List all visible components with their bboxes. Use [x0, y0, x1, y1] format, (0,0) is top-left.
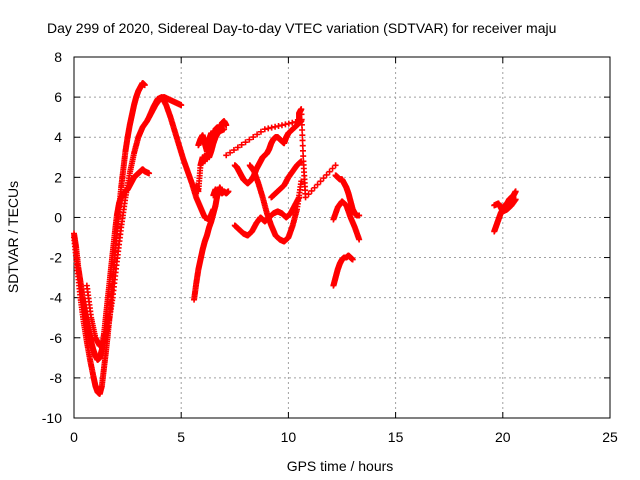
- data-point-r: [242, 139, 249, 146]
- y-tick-label: 6: [54, 89, 62, 105]
- y-tick-label: 0: [54, 209, 62, 225]
- data-point-r: [298, 116, 305, 123]
- data-point-r: [223, 152, 230, 159]
- data-point-c: [178, 102, 185, 109]
- data-point-r: [230, 147, 237, 154]
- y-tick-label: -6: [50, 330, 63, 346]
- data-point-r: [317, 178, 324, 185]
- data-point-r: [298, 106, 305, 113]
- chart-title: Day 299 of 2020, Sidereal Day-to-day VTE…: [47, 20, 556, 36]
- grid: [74, 57, 610, 418]
- data-point-r: [238, 141, 245, 148]
- data-point-r: [298, 111, 305, 118]
- data-point-g: [221, 126, 228, 133]
- data-point-r: [299, 132, 306, 139]
- data-point-r: [323, 171, 330, 178]
- data-point-r: [311, 184, 318, 191]
- y-tick-label: -4: [50, 290, 63, 306]
- data-point-m: [356, 212, 363, 219]
- data-points: [71, 80, 519, 397]
- data-point-r: [299, 127, 306, 134]
- data-point-r: [257, 128, 264, 135]
- data-point-r: [299, 137, 306, 144]
- data-point-r: [272, 123, 279, 130]
- data-point-r: [332, 162, 339, 169]
- y-axis-label: SDTVAR / TECUs: [5, 181, 21, 293]
- y-tick-label: -2: [50, 250, 63, 266]
- data-point-r: [234, 144, 241, 151]
- x-tick-label: 0: [70, 429, 78, 445]
- data-point-f: [223, 122, 230, 129]
- y-tick-label: 4: [54, 129, 62, 145]
- data-point-r: [268, 124, 275, 131]
- data-point-r: [254, 131, 261, 138]
- data-point-h: [225, 188, 232, 195]
- y-tick-label: 8: [54, 49, 62, 65]
- y-tick-labels: -10 -8 -6 -4 -2 0 2 4 6 8: [42, 49, 62, 426]
- data-point-q: [512, 196, 519, 203]
- data-point-o: [349, 256, 356, 263]
- data-point-r: [308, 187, 315, 194]
- data-point-r: [285, 120, 292, 127]
- x-tick-label: 5: [177, 429, 185, 445]
- data-point-a: [141, 82, 148, 89]
- axis-ticks: [73, 56, 611, 419]
- data-point-r: [329, 165, 336, 172]
- x-tick-labels: 0 5 10 15 20 25: [70, 429, 618, 445]
- data-point-r: [292, 118, 299, 125]
- data-point-r: [250, 134, 257, 141]
- data-point-r: [282, 121, 289, 128]
- data-point-r: [299, 147, 306, 154]
- data-point-n: [356, 236, 363, 243]
- data-point-r: [326, 168, 333, 175]
- y-tick-label: -8: [50, 370, 63, 386]
- data-point-r: [300, 153, 307, 160]
- data-point-r: [320, 175, 327, 182]
- y-tick-label: -10: [42, 410, 62, 426]
- y-tick-label: 2: [54, 169, 62, 185]
- x-tick-label: 10: [281, 429, 297, 445]
- data-point-r: [265, 125, 272, 132]
- data-point-r: [246, 136, 253, 143]
- x-tick-label: 15: [388, 429, 404, 445]
- data-point-r: [305, 191, 312, 198]
- x-tick-label: 20: [495, 429, 511, 445]
- data-point-r: [299, 142, 306, 149]
- data-point-r: [302, 194, 309, 201]
- data-point-r: [298, 121, 305, 128]
- data-point-r: [227, 149, 234, 156]
- data-point-r: [314, 181, 321, 188]
- data-point-p: [512, 188, 519, 195]
- x-tick-label: 25: [602, 429, 618, 445]
- data-point-r: [278, 122, 285, 129]
- data-point-r: [275, 122, 282, 129]
- data-point-b: [146, 170, 153, 177]
- data-point-k: [298, 178, 305, 185]
- x-axis-label: GPS time / hours: [287, 458, 394, 474]
- data-point-r: [289, 119, 296, 126]
- data-point-r: [261, 126, 268, 133]
